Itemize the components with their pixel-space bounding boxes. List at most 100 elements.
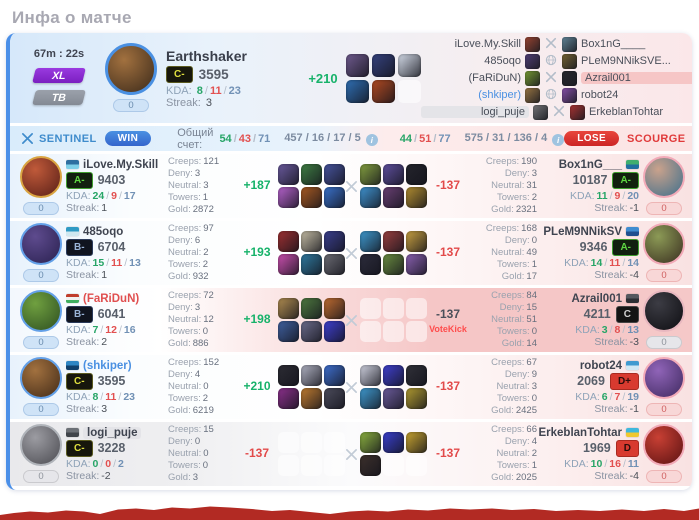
item-icon[interactable] <box>406 254 427 275</box>
versus-right-player[interactable]: ErkeblanTohtar <box>589 106 663 118</box>
item-icon[interactable] <box>324 187 345 208</box>
item-icon[interactable] <box>278 164 299 185</box>
player-avatar[interactable] <box>20 156 62 198</box>
hero-avatar[interactable] <box>105 43 157 95</box>
player-avatar[interactable] <box>643 290 685 332</box>
player-name[interactable]: 485oqo <box>66 226 168 238</box>
item-icon[interactable] <box>383 432 404 453</box>
item-icon[interactable] <box>301 231 322 252</box>
item-icon[interactable] <box>278 187 299 208</box>
rank-badge: D <box>615 439 639 457</box>
item-icon[interactable] <box>360 455 381 476</box>
player-avatar[interactable] <box>643 357 685 399</box>
item-icon[interactable] <box>301 164 322 185</box>
item-icon[interactable] <box>383 187 404 208</box>
item-icon[interactable] <box>278 231 299 252</box>
item-icon[interactable] <box>372 53 395 77</box>
player-name[interactable]: Azrail001 <box>537 293 639 305</box>
versus-left-player[interactable]: (shkiper) <box>478 89 521 101</box>
versus-right-player[interactable]: PLeM9NNikSVE... <box>581 55 671 67</box>
item-icon[interactable] <box>301 388 322 409</box>
item-icon[interactable] <box>360 231 381 252</box>
player-name[interactable]: iLove.My.Skill <box>66 159 168 171</box>
streak-line: Streak: 1 <box>66 201 108 214</box>
item-icon[interactable] <box>406 164 427 185</box>
player-name[interactable]: Box1nG___ <box>537 159 639 171</box>
item-icon[interactable] <box>383 164 404 185</box>
item-icon[interactable] <box>324 321 345 342</box>
hero-icon <box>533 104 548 120</box>
item-icon[interactable] <box>383 231 404 252</box>
item-icon[interactable] <box>301 298 322 319</box>
versus-left-player[interactable]: logi_puje <box>421 106 529 118</box>
item-icon[interactable] <box>383 254 404 275</box>
kda-line: KDA: 15/11/13 <box>66 256 141 269</box>
versus-right-player[interactable]: Box1nG____ <box>581 38 646 50</box>
info-icon[interactable]: i <box>365 133 378 146</box>
item-icon[interactable] <box>398 53 421 77</box>
player-avatar[interactable] <box>643 223 685 265</box>
item-icon[interactable] <box>278 254 299 275</box>
streak-line: Streak: 2 <box>66 335 108 348</box>
flag-icon <box>626 160 639 169</box>
item-icon[interactable] <box>278 298 299 319</box>
versus-row: iLove.My.Skill Box1nG____ <box>421 36 692 53</box>
versus-left-player[interactable]: iLove.My.Skill <box>454 38 521 50</box>
item-icon[interactable] <box>406 231 427 252</box>
item-icon[interactable] <box>406 365 427 386</box>
item-icon[interactable] <box>324 254 345 275</box>
versus-right-player[interactable]: robot24 <box>581 89 619 101</box>
item-icon[interactable] <box>406 388 427 409</box>
item-icon[interactable] <box>372 79 395 103</box>
item-icon[interactable] <box>360 365 381 386</box>
item-icon[interactable] <box>383 388 404 409</box>
player-stats: Creeps: 67 Deny: 9 Neutral: 3 Towers: 0 Gold… <box>491 357 537 416</box>
player-avatar[interactable] <box>20 223 62 265</box>
item-icon[interactable] <box>324 388 345 409</box>
player-avatar[interactable] <box>643 424 685 466</box>
item-icon[interactable] <box>360 164 381 185</box>
player-avatar[interactable] <box>643 156 685 198</box>
versus-left-player[interactable]: 485oqo <box>484 55 521 67</box>
item-icon[interactable] <box>324 298 345 319</box>
item-icon[interactable] <box>324 231 345 252</box>
item-icon[interactable] <box>360 187 381 208</box>
info-icon[interactable]: i <box>552 133 565 146</box>
item-icon[interactable] <box>346 79 369 103</box>
item-icon[interactable] <box>278 388 299 409</box>
versus-swords-icon <box>342 314 360 327</box>
lose-badge: LOSE <box>564 131 620 146</box>
player-name[interactable]: PLeM9NNikSV <box>537 226 639 238</box>
item-icon[interactable] <box>360 254 381 275</box>
versus-right-player[interactable]: Azrail001 <box>581 72 692 84</box>
player-stats: Creeps: 66 Deny: 4 Neutral: 2 Towers: 1 Gold… <box>491 424 537 483</box>
streak-line: Streak: -3 <box>594 335 639 348</box>
item-icon[interactable] <box>324 365 345 386</box>
player-name[interactable]: (shkiper) <box>66 360 168 372</box>
player-info: Box1nG___ 10187 A- KDA: 11/9/20 Streak: -1 <box>537 159 639 214</box>
item-icon[interactable] <box>301 365 322 386</box>
player-name[interactable]: robot24 <box>537 360 639 372</box>
item-icon[interactable] <box>324 164 345 185</box>
item-icon[interactable] <box>301 254 322 275</box>
versus-left-player[interactable]: (FaRiDuN) <box>468 72 521 84</box>
item-icon[interactable] <box>383 365 404 386</box>
flag-icon <box>66 361 79 370</box>
item-icon[interactable] <box>360 388 381 409</box>
player-avatar[interactable] <box>20 424 62 466</box>
hero-icon <box>525 70 540 86</box>
player-name[interactable]: logi_puje <box>66 426 168 439</box>
item-icon[interactable] <box>360 432 381 453</box>
player-avatar[interactable] <box>20 290 62 332</box>
player-avatar[interactable] <box>20 357 62 399</box>
player-name[interactable]: (FaRiDuN) <box>66 293 168 305</box>
item-icon[interactable] <box>406 187 427 208</box>
item-icon[interactable] <box>278 365 299 386</box>
item-icon[interactable] <box>301 187 322 208</box>
item-icon[interactable] <box>406 432 427 453</box>
player-name[interactable]: ErkeblanTohtar <box>537 427 639 439</box>
item-slot-empty <box>360 298 381 319</box>
item-icon[interactable] <box>301 321 322 342</box>
item-icon[interactable] <box>278 321 299 342</box>
item-icon[interactable] <box>346 53 369 77</box>
